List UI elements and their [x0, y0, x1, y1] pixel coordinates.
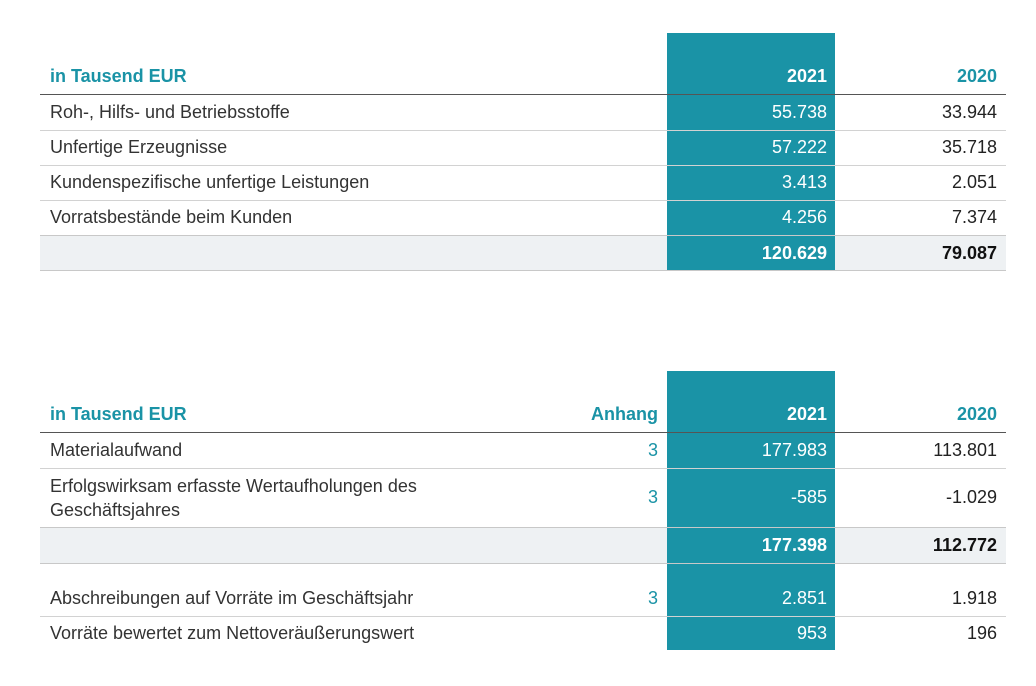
value-2020: -1.029	[945, 487, 997, 507]
value-2021: 953	[796, 623, 827, 643]
table-row: Unfertige Erzeugnisse 57.222 35.718	[40, 130, 1006, 166]
table-row: Materialaufwand 3 177.983 113.801	[40, 433, 1006, 469]
row-label: Roh-, Hilfs- und Betriebsstoffe	[50, 102, 290, 122]
total-row: 177.398 112.772	[40, 528, 1006, 564]
table-header-row: in Tausend EUR 2021 2020	[40, 59, 1006, 95]
header-year-2021: 2021	[786, 66, 827, 86]
value-2020: 33.944	[941, 102, 997, 122]
row-label: Kundenspezifische unfertige Leistungen	[50, 172, 370, 192]
highlight-column-2021	[667, 33, 835, 270]
value-2021: 4.256	[781, 207, 827, 227]
value-2021: 55.738	[771, 102, 827, 122]
row-label: Erfolgswirksam erfasste Wertaufholungen …	[50, 475, 417, 520]
value-2021: -585	[790, 487, 827, 507]
row-label: Materialaufwand	[50, 440, 183, 460]
total-2021: 120.629	[667, 236, 835, 270]
table-row: Vorräte bewertet zum Nettoveräußerungswe…	[40, 616, 1006, 651]
row-label: Abschreibungen auf Vorräte im Geschäftsj…	[50, 588, 414, 608]
value-2021: 177.983	[761, 440, 827, 460]
note-reference[interactable]: 3	[647, 440, 658, 460]
total-2021: 177.398	[667, 528, 835, 563]
value-2020: 196	[966, 623, 997, 643]
value-2020: 2.051	[951, 172, 997, 192]
header-note: Anhang	[591, 404, 658, 424]
header-year-2021: 2021	[786, 404, 827, 424]
note-reference[interactable]: 3	[647, 588, 658, 608]
value-2020: 1.918	[951, 588, 997, 608]
table-header-row: in Tausend EUR Anhang 2021 2020	[40, 397, 1006, 433]
total-2020: 79.087	[941, 242, 997, 263]
table-row: Abschreibungen auf Vorräte im Geschäftsj…	[40, 581, 1006, 617]
table-row: Vorratsbestände beim Kunden 4.256 7.374	[40, 200, 1006, 236]
value-2021: 2.851	[781, 588, 827, 608]
row-label: Vorräte bewertet zum Nettoveräußerungswe…	[50, 623, 415, 643]
table-row: Erfolgswirksam erfasste Wertaufholungen …	[40, 468, 1006, 528]
header-year-2020: 2020	[956, 404, 997, 424]
table-row: Roh-, Hilfs- und Betriebsstoffe 55.738 3…	[40, 95, 1006, 131]
row-label: Unfertige Erzeugnisse	[50, 137, 228, 157]
total-row: 120.629 79.087	[40, 236, 1006, 271]
header-year-2020: 2020	[956, 66, 997, 86]
value-2020: 35.718	[941, 137, 997, 157]
highlight-column-2021	[667, 371, 835, 650]
value-2021: 57.222	[771, 137, 827, 157]
value-2020: 7.374	[951, 207, 997, 227]
note-reference[interactable]: 3	[647, 487, 658, 507]
value-2021: 3.413	[781, 172, 827, 192]
value-2020: 113.801	[933, 440, 997, 460]
table-row: Kundenspezifische unfertige Leistungen 3…	[40, 165, 1006, 201]
total-2020: 112.772	[932, 535, 997, 555]
header-unit-label: in Tausend EUR	[50, 66, 187, 86]
row-label: Vorratsbestände beim Kunden	[50, 207, 293, 227]
header-unit-label: in Tausend EUR	[50, 404, 187, 424]
